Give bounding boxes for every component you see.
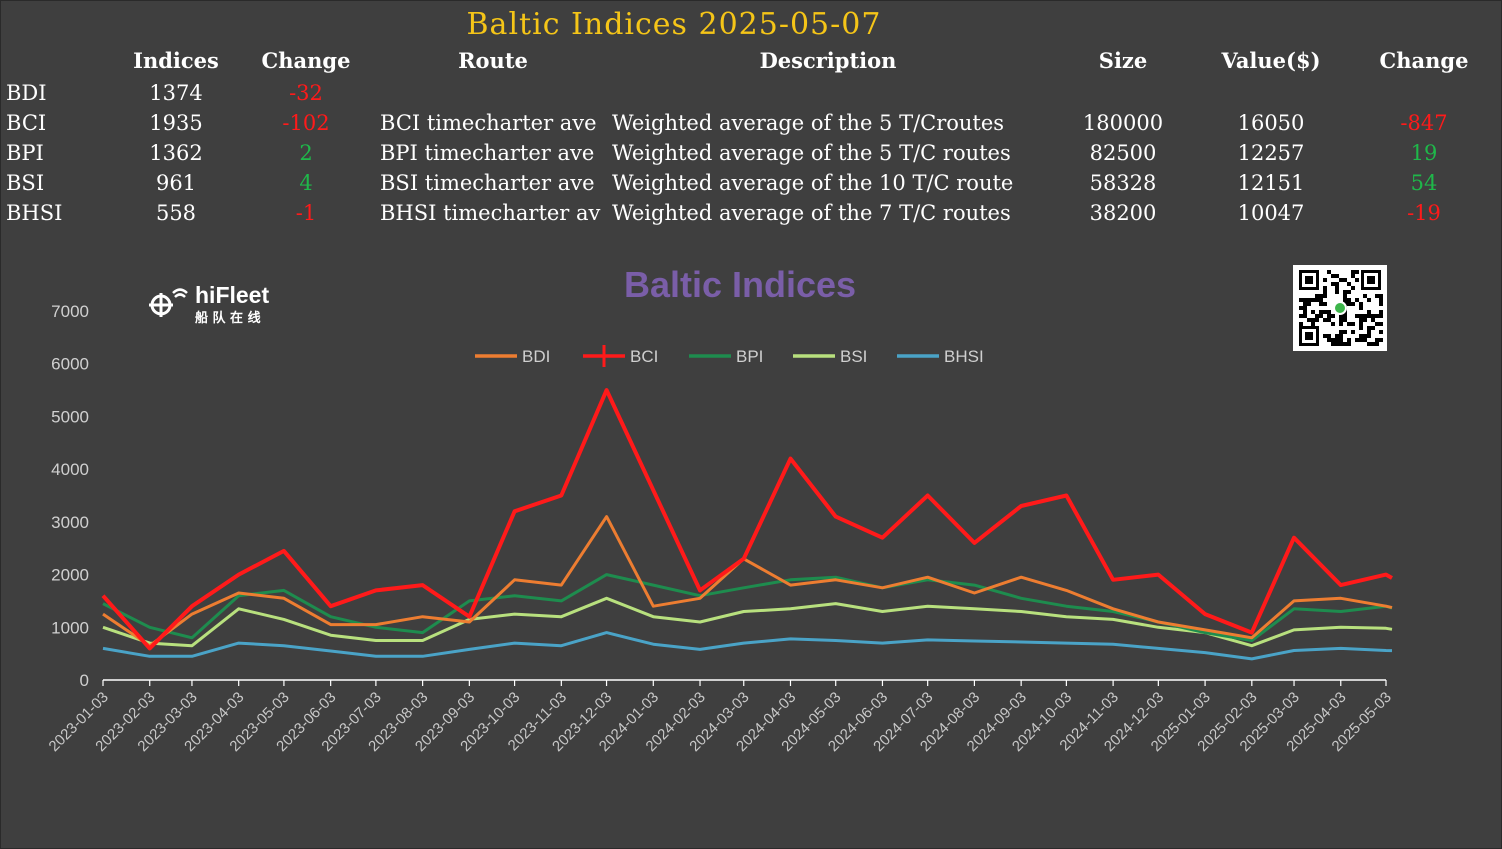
row-bci-route: BCI timecharter ave (380, 111, 597, 135)
y-tick-label: 1000 (51, 618, 89, 637)
hifleet-logo-name: hiFleet (195, 282, 270, 308)
row-bdi-change: -32 (289, 81, 323, 105)
legend-item-bdi[interactable]: BDI (475, 347, 550, 366)
row-bhsi-change: -1 (295, 201, 317, 225)
qr-code (1293, 265, 1387, 351)
row-bsi-change: 4 (299, 171, 313, 195)
header-indices: Indices (133, 48, 219, 73)
row-bsi-name: BSI (6, 171, 45, 195)
header-value: Value($) (1221, 48, 1321, 73)
row-bpi-index: 1362 (149, 141, 203, 165)
row-bci-value: 16050 (1237, 111, 1305, 135)
series-line-bhsi (102, 631, 1393, 661)
y-tick-label: 0 (80, 671, 89, 690)
legend-label: BHSI (944, 347, 984, 366)
row-bhsi-description: Weighted average of the 7 T/C routes (612, 201, 1011, 225)
legend-label: BPI (736, 347, 763, 366)
hifleet-logo-icon (149, 288, 188, 317)
row-bci-description: Weighted average of the 5 T/Croutes (612, 111, 1005, 135)
row-bci-size: 180000 (1082, 111, 1164, 135)
chart-title: Baltic Indices (624, 264, 856, 305)
row-bhsi-name: BHSI (6, 201, 63, 225)
y-tick-label: 6000 (51, 355, 89, 374)
y-tick-label: 3000 (51, 513, 89, 532)
row-bsi-size: 58328 (1089, 171, 1157, 195)
row-bpi-change: 2 (299, 141, 313, 165)
series-line-bpi (102, 573, 1393, 642)
legend-item-bci[interactable]: BCI (583, 345, 658, 367)
row-bsi-value: 12151 (1237, 171, 1305, 195)
row-bsi-value-change: 54 (1410, 171, 1438, 195)
row-bpi-route: BPI timecharter ave (380, 141, 595, 165)
y-tick-label: 4000 (51, 460, 89, 479)
row-bsi-route: BSI timecharter ave (380, 171, 595, 195)
header-value-change: Change (1379, 48, 1469, 73)
header-route: Route (458, 48, 528, 73)
header-size: Size (1098, 48, 1148, 73)
legend-label: BDI (522, 347, 550, 366)
hifleet-logo-subtitle: 船 队 在 线 (195, 311, 261, 326)
y-tick-label: 2000 (51, 566, 89, 585)
series-line-bdi (102, 515, 1393, 648)
hifleet-logo: hiFleet 船 队 在 线 (147, 282, 287, 326)
row-bhsi-index: 558 (155, 201, 197, 225)
row-bpi-size: 82500 (1089, 141, 1157, 165)
row-bhsi-route: BHSI timecharter av (380, 201, 601, 225)
row-bsi-description: Weighted average of the 10 T/C route (612, 171, 1014, 195)
page-title: Baltic Indices 2025-05-07 (466, 7, 882, 42)
row-bpi-value-change: 19 (1410, 141, 1438, 165)
row-bhsi-value-change: -19 (1407, 201, 1441, 225)
row-bdi-index: 1374 (149, 81, 203, 105)
legend-item-bhsi[interactable]: BHSI (897, 347, 984, 366)
y-tick-label: 7000 (51, 302, 89, 321)
legend-item-bpi[interactable]: BPI (689, 347, 763, 366)
row-bdi-name: BDI (6, 81, 47, 105)
header-change: Change (261, 48, 351, 73)
legend-item-bsi[interactable]: BSI (793, 347, 867, 366)
legend-label: BCI (630, 347, 658, 366)
row-bci-change: -102 (282, 111, 330, 135)
row-bpi-description: Weighted average of the 5 T/C routes (612, 141, 1011, 165)
row-bhsi-size: 38200 (1089, 201, 1157, 225)
header-description: Description (759, 48, 897, 73)
row-bpi-value: 12257 (1237, 141, 1305, 165)
row-bci-index: 1935 (149, 111, 203, 135)
y-tick-label: 5000 (51, 407, 89, 426)
row-bci-name: BCI (6, 111, 47, 135)
row-bpi-name: BPI (6, 141, 44, 165)
series-line-bci (101, 388, 1393, 651)
row-bsi-index: 961 (155, 171, 197, 195)
row-bci-value-change: -847 (1400, 111, 1448, 135)
row-bhsi-value: 10047 (1237, 201, 1305, 225)
legend-label: BSI (840, 347, 867, 366)
